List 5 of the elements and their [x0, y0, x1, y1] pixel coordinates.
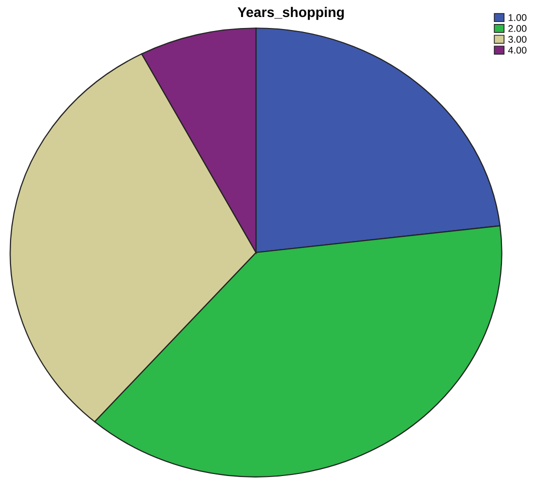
legend-label: 3.00: [508, 36, 526, 43]
legend-label: 1.00: [508, 14, 526, 22]
legend-label: 4.00: [508, 46, 526, 54]
legend-label: 2.00: [508, 25, 526, 32]
chart-title: Years_shopping: [238, 6, 344, 20]
